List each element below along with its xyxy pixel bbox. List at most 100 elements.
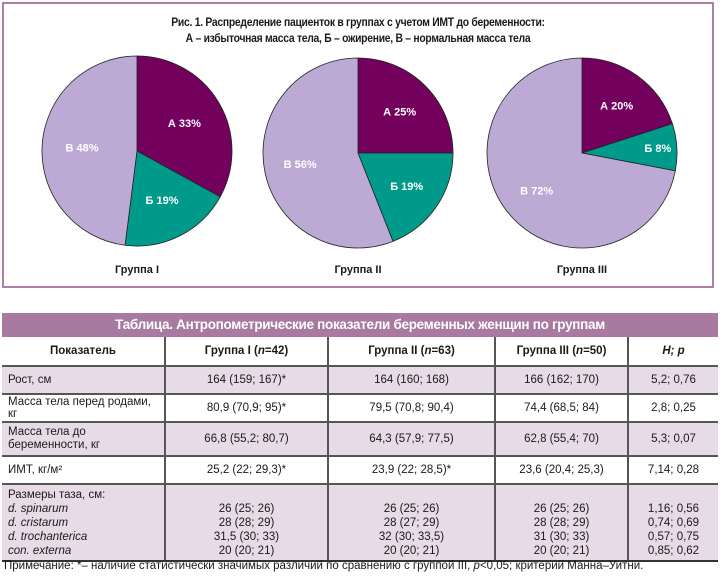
pelvis-value: 1,16; 0,56 (647, 503, 700, 515)
header-text: =42) (264, 345, 289, 357)
header-text: =63) (431, 345, 455, 357)
cell-group-2: 79,5 (70,8; 90,4) (327, 394, 495, 423)
header-group-2: Группа II (n=63) (327, 337, 495, 367)
pelvis-item-label: d. spinarum (8, 503, 69, 515)
pie-slice-label: А 33% (168, 118, 201, 130)
cell-h-p: 1,16; 0,56 0,74; 0,69 0,57; 0,75 0,85; 0… (627, 484, 718, 562)
header-h-p: H; p (627, 337, 718, 367)
pie-slice-label: В 56% (284, 159, 317, 171)
cell-group-2: 23,9 (22; 28,5)* (327, 456, 495, 485)
figure-title-line2: А – избыточная масса тела, Б – ожирение,… (185, 33, 531, 45)
header-n: n (424, 345, 432, 357)
pie-slice-А (357, 57, 454, 154)
pie-slice-label: А 20% (600, 100, 633, 112)
pelvis-value: 0,74; 0,69 (647, 517, 700, 529)
pie-chart-2: А 25% Б 19% В 56% Группа II (262, 57, 454, 276)
cell-group-3: 26 (25; 26) 28 (28; 29) 31 (30; 33) 20 (… (494, 484, 628, 562)
pie-slice-label: В 72% (520, 186, 553, 198)
cell-group-3: 62,8 (55,4; 70) (494, 422, 628, 457)
table-title: Таблица. Антропометрические показатели б… (2, 313, 718, 337)
cell-group-1: 164 (159; 167)* (164, 366, 328, 395)
pelvis-value: 0,57; 0,75 (647, 531, 700, 543)
header-group-1: Группа I (n=42) (164, 337, 328, 367)
pie-slice-label: В 48% (65, 143, 98, 155)
table-header-row: Показатель Группа I (n=42) Группа II (n=… (2, 337, 718, 367)
cell-group-3: 74,4 (68,5; 84) (494, 394, 628, 423)
note-p: p (473, 560, 480, 572)
row-label: Масса тела перед родами, кг (2, 394, 165, 423)
figure-title: Рис. 1. Распределение пациенток в группа… (39, 15, 676, 47)
pelvis-value: 20 (20; 21) (383, 545, 440, 557)
cell-group-2: 164 (160; 168) (327, 366, 495, 395)
row-label-line1: Масса тела до (8, 426, 86, 438)
pie-slice-В (41, 55, 138, 246)
pie-group-label: Группа II (334, 264, 381, 276)
row-label: Рост, см (2, 366, 165, 395)
header-n: n (257, 345, 265, 357)
cell-group-2: 26 (25; 26) 28 (27; 29) 32 (30; 33,5) 20… (327, 484, 495, 562)
pelvis-value: 20 (20; 21) (533, 545, 590, 557)
cell-group-2: 64,3 (57,9; 77,5) (327, 422, 495, 457)
pelvis-value: 0,85; 0,62 (647, 545, 700, 557)
row-label: Размеры таза, см: d. spinarum d. cristar… (2, 484, 165, 562)
pie-slice-label: Б 19% (146, 195, 179, 207)
pelvis-value: 26 (25; 26) (218, 503, 275, 515)
cell-group-1: 80,9 (70,9; 95)* (164, 394, 328, 423)
figure-title-line1: Рис. 1. Распределение пациенток в группа… (171, 17, 545, 29)
cell-h-p: 5,2; 0,76 (627, 366, 718, 395)
pelvis-item-label: con. externa (8, 545, 72, 557)
pie-slice-В (486, 57, 676, 249)
pie-slice-А (581, 57, 673, 154)
header-group-3: Группа III (n=50) (494, 337, 628, 367)
pelvis-item-label: d. cristarum (8, 517, 69, 529)
pelvis-value: 26 (25; 26) (383, 503, 440, 515)
header-indicator: Показатель (2, 337, 165, 367)
cell-group-1: 66,8 (55,2; 80,7) (164, 422, 328, 457)
pelvis-value: 31,5 (30; 33) (213, 531, 280, 543)
pie-group-label: Группа III (557, 264, 607, 276)
header-text: =50) (583, 345, 607, 357)
cell-h-p: 2,8; 0,25 (627, 394, 718, 423)
pie-slice-label: Б 19% (390, 181, 423, 193)
header-text: Группа I ( (204, 345, 258, 357)
row-label: ИМТ, кг/м² (2, 456, 165, 485)
header-indicator-text: Показатель (50, 345, 116, 357)
table-row: Масса тела перед родами, кг 80,9 (70,9; … (2, 394, 718, 423)
header-text: Группа III ( (516, 345, 577, 357)
pie-slice-А (136, 55, 233, 198)
cell-group-3: 166 (162; 170) (494, 366, 628, 395)
pelvis-heading: Размеры таза, см: (8, 489, 106, 501)
pie-slice-В (262, 57, 394, 249)
cell-h-p: 5,3; 0,07 (627, 422, 718, 457)
pelvis-value: 32 (30; 33,5) (378, 531, 445, 543)
table-note: Примечание: *– наличие статистически зна… (4, 560, 643, 572)
pie-group-label: Группа I (115, 264, 159, 276)
pelvis-value: 31 (30; 33) (533, 531, 590, 543)
pelvis-value: 28 (28; 29) (218, 517, 275, 529)
header-text: Группа II ( (368, 345, 425, 357)
cell-group-1: 25,2 (22; 29,3)* (164, 456, 328, 485)
row-label: Масса тела до беременности, кг (2, 422, 165, 457)
anthropometry-table: Таблица. Антропометрические показатели б… (2, 313, 718, 562)
pie-chart-1: А 33% Б 19% В 48% Группа I (41, 55, 233, 276)
note-text: Примечание: *– наличие статистически зна… (4, 560, 474, 572)
table-row-pelvis: Размеры таза, см: d. spinarum d. cristar… (2, 484, 718, 562)
row-label-line2: беременности, кг (8, 439, 101, 451)
pie-slice-Б (124, 150, 221, 247)
pie-slice-label: А 25% (383, 106, 416, 118)
pelvis-item-label: d. trochanterica (8, 531, 88, 543)
pie-charts: А 33% Б 19% В 48% Группа I А 25% Б 19% В 56% Гр… (41, 55, 678, 276)
pie-chart-3: А 20% Б 8% В 72% Группа III (486, 57, 678, 276)
cell-group-3: 23,6 (20,4; 25,3) (494, 456, 628, 485)
pelvis-value: 28 (28; 29) (533, 517, 590, 529)
pie-slice-Б (357, 152, 454, 242)
cell-group-1: 26 (25; 26) 28 (28; 29) 31,5 (30; 33) 20… (164, 484, 328, 562)
pelvis-value: 20 (20; 21) (218, 545, 275, 557)
cell-h-p: 7,14; 0,28 (627, 456, 718, 485)
table-row: Рост, см 164 (159; 167)* 164 (160; 168) … (2, 366, 718, 395)
pelvis-value: 28 (27; 29) (383, 517, 440, 529)
table-row: Масса тела до беременности, кг 66,8 (55,2… (2, 422, 718, 457)
header-n: n (576, 345, 584, 357)
pie-slice-label: Б 8% (644, 143, 671, 155)
pelvis-value: 26 (25; 26) (533, 503, 590, 515)
